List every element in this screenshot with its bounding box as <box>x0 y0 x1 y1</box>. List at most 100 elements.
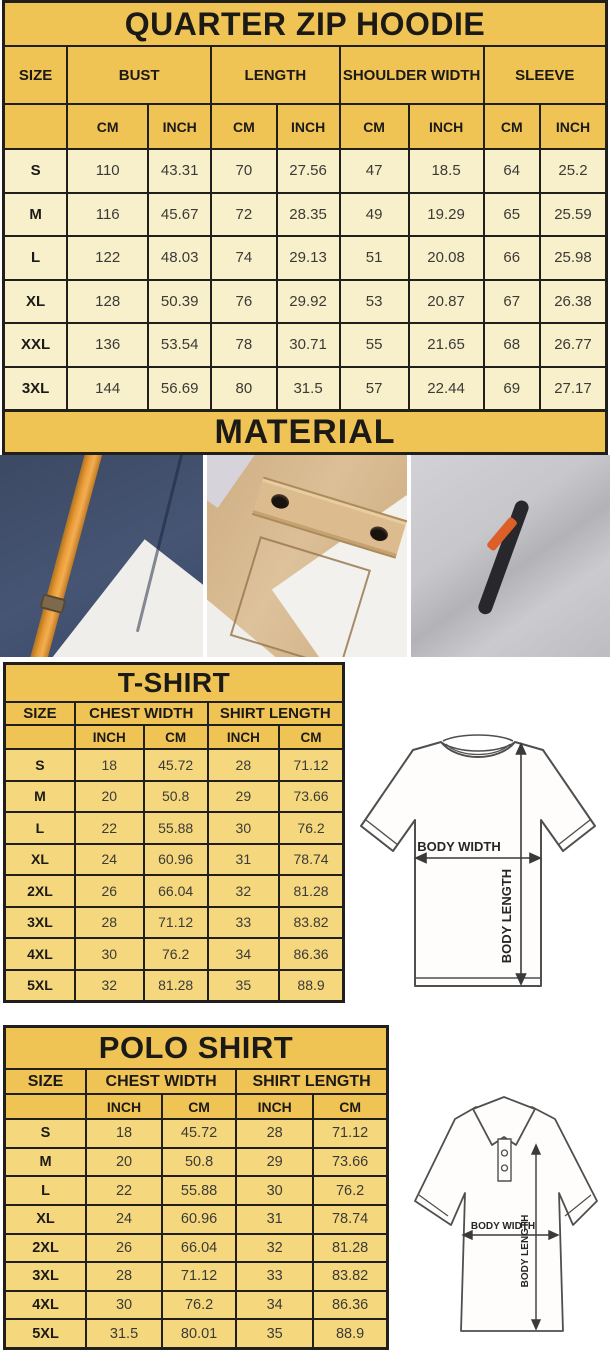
value-cell: 31 <box>206 844 279 874</box>
value-cell: 48.03 <box>147 237 210 279</box>
value-cell: 24 <box>85 1205 161 1233</box>
value-cell: 80 <box>210 367 275 409</box>
unit-header: INCH <box>73 726 143 748</box>
unit-header: INCH <box>206 726 279 748</box>
value-cell: 76.2 <box>161 1291 235 1319</box>
value-cell: 86.36 <box>312 1291 386 1319</box>
table-row: 5XL 31.5 80.01 35 88.9 <box>6 1318 386 1347</box>
value-cell: 74 <box>210 237 275 279</box>
value-cell: 128 <box>66 280 147 322</box>
table-row: M 116 45.67 72 28.35 49 19.29 65 25.59 <box>5 191 605 235</box>
value-cell: 86.36 <box>278 939 342 969</box>
value-cell: 76.2 <box>278 813 342 843</box>
table-row: 3XL 144 56.69 80 31.5 57 22.44 69 27.17 <box>5 365 605 409</box>
value-cell: 29 <box>206 781 279 811</box>
value-cell: 28 <box>206 750 279 780</box>
value-cell: 71.12 <box>142 907 207 937</box>
size-column-header: SIZE <box>27 1072 64 1090</box>
value-cell: 24 <box>73 844 143 874</box>
value-cell: 21.65 <box>407 324 483 366</box>
value-cell: 71.12 <box>161 1263 235 1290</box>
value-cell: 26 <box>85 1234 161 1262</box>
bust-column-header: BUST <box>66 47 210 103</box>
value-cell: 22 <box>85 1177 161 1204</box>
table-row: L 22 55.88 30 76.2 <box>6 1175 386 1204</box>
hoodie-table-body: S 110 43.31 70 27.56 47 18.5 64 25.2 M 1… <box>5 148 605 409</box>
value-cell: 28 <box>73 907 143 937</box>
value-cell: 69 <box>482 367 539 409</box>
value-cell: 136 <box>66 324 147 366</box>
value-cell: 47 <box>338 150 408 192</box>
value-cell: 50.8 <box>142 781 207 811</box>
value-cell: 45.72 <box>142 750 207 780</box>
value-cell: 45.67 <box>147 193 210 235</box>
value-cell: 80.01 <box>161 1320 235 1347</box>
shirt-length-column-header: SHIRT LENGTH <box>206 703 342 724</box>
size-cell: 4XL <box>27 945 53 962</box>
size-cell: S <box>40 1125 51 1142</box>
tshirt-outline <box>360 741 596 987</box>
size-cell: 2XL <box>27 882 53 899</box>
value-cell: 30 <box>235 1177 312 1204</box>
unit-header: CM <box>210 105 275 148</box>
value-cell: 76 <box>210 280 275 322</box>
hoodie-chart-title: QUARTER ZIP HOODIE <box>5 3 605 45</box>
chest-width-column-header: CHEST WIDTH <box>73 703 207 724</box>
size-cell: L <box>35 819 45 836</box>
value-cell: 71.12 <box>278 750 342 780</box>
value-cell: 78.74 <box>312 1205 386 1233</box>
value-cell: 18 <box>85 1120 161 1147</box>
value-cell: 66 <box>482 237 539 279</box>
value-cell: 81.28 <box>142 970 207 1000</box>
value-cell: 60.96 <box>161 1205 235 1233</box>
material-photo-gray-zipper <box>411 455 610 657</box>
value-cell: 32 <box>206 876 279 906</box>
value-cell: 55.88 <box>142 813 207 843</box>
unit-header: CM <box>312 1095 386 1118</box>
table-row: 2XL 26 66.04 32 81.28 <box>6 1232 386 1262</box>
value-cell: 30 <box>85 1291 161 1319</box>
tshirt-measurement-diagram: BODY WIDTH BODY LENGTH <box>360 734 596 987</box>
tshirt-unit-row: INCH CM INCH CM <box>6 724 342 748</box>
body-width-label: BODY WIDTH <box>417 839 501 854</box>
sleeve-column-header: SLEEVE <box>482 47 605 103</box>
unit-header: CM <box>278 726 342 748</box>
value-cell: 25.59 <box>538 193 605 235</box>
table-row: XXL 136 53.54 78 30.71 55 21.65 68 26.77 <box>5 322 605 366</box>
value-cell: 34 <box>206 939 279 969</box>
value-cell: 35 <box>206 970 279 1000</box>
drawstring-buckle <box>39 593 67 614</box>
value-cell: 55 <box>338 324 408 366</box>
tshirt-column-group-row: SIZE CHEST WIDTH SHIRT LENGTH <box>6 701 342 724</box>
hoodie-column-group-row: SIZE BUST LENGTH SHOULDER WIDTH SLEEVE <box>5 45 605 103</box>
table-row: L 22 55.88 30 76.2 <box>6 811 342 843</box>
value-cell: 30 <box>206 813 279 843</box>
size-cell: 5XL <box>27 977 53 994</box>
value-cell: 28 <box>85 1263 161 1290</box>
unit-header: CM <box>142 726 207 748</box>
value-cell: 55.88 <box>161 1177 235 1204</box>
table-row: S 18 45.72 28 71.12 <box>6 1118 386 1147</box>
size-cell: 3XL <box>21 379 50 397</box>
table-row: XL 24 60.96 31 78.74 <box>6 1203 386 1233</box>
unit-header: INCH <box>85 1095 161 1118</box>
value-cell: 33 <box>206 907 279 937</box>
value-cell: 29.13 <box>275 237 339 279</box>
value-cell: 34 <box>235 1291 312 1319</box>
value-cell: 50.8 <box>161 1148 235 1176</box>
value-cell: 83.82 <box>278 907 342 937</box>
value-cell: 73.66 <box>312 1148 386 1176</box>
value-cell: 78.74 <box>278 844 342 874</box>
unit-header: INCH <box>147 105 210 148</box>
polo-table-body: S 18 45.72 28 71.12 M 20 50.8 29 73.66 L… <box>6 1118 386 1347</box>
value-cell: 56.69 <box>147 367 210 409</box>
unit-header: INCH <box>538 105 605 148</box>
size-cell: L <box>41 1182 50 1199</box>
table-row: XL 24 60.96 31 78.74 <box>6 842 342 874</box>
material-photo-khaki-pocket <box>207 455 407 657</box>
value-cell: 65 <box>482 193 539 235</box>
size-cell: S <box>35 756 45 773</box>
unit-header: INCH <box>407 105 483 148</box>
value-cell: 49 <box>338 193 408 235</box>
